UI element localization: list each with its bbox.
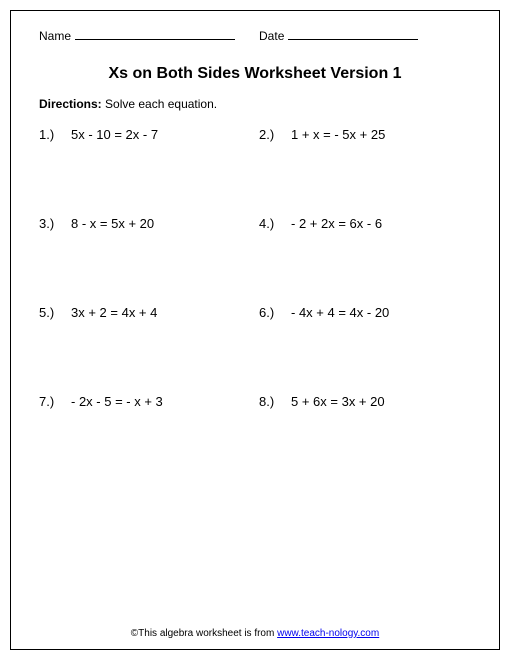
problem-equation: - 2 + 2x = 6x - 6: [291, 216, 382, 231]
problem-number: 4.): [259, 216, 281, 231]
problem-number: 3.): [39, 216, 61, 231]
problem-equation: 8 - x = 5x + 20: [71, 216, 154, 231]
name-blank-line: [75, 39, 235, 40]
date-field: Date: [259, 29, 418, 43]
name-label: Name: [39, 29, 71, 43]
problem-2: 2.) 1 + x = - 5x + 25: [259, 127, 471, 142]
problem-number: 5.): [39, 305, 61, 320]
problem-number: 1.): [39, 127, 61, 142]
problem-equation: 5x - 10 = 2x - 7: [71, 127, 158, 142]
problem-equation: 5 + 6x = 3x + 20: [291, 394, 385, 409]
name-field: Name: [39, 29, 235, 43]
problem-8: 8.) 5 + 6x = 3x + 20: [259, 394, 471, 409]
directions: Directions: Solve each equation.: [39, 97, 471, 111]
problem-4: 4.) - 2 + 2x = 6x - 6: [259, 216, 471, 231]
directions-label: Directions:: [39, 97, 102, 111]
problem-number: 6.): [259, 305, 281, 320]
problem-7: 7.) - 2x - 5 = - x + 3: [39, 394, 251, 409]
problem-equation: - 2x - 5 = - x + 3: [71, 394, 163, 409]
directions-text: Solve each equation.: [102, 97, 217, 111]
date-label: Date: [259, 29, 284, 43]
problem-6: 6.) - 4x + 4 = 4x - 20: [259, 305, 471, 320]
problem-equation: - 4x + 4 = 4x - 20: [291, 305, 389, 320]
header-row: Name Date: [39, 29, 471, 43]
problem-3: 3.) 8 - x = 5x + 20: [39, 216, 251, 231]
problem-number: 7.): [39, 394, 61, 409]
problem-number: 8.): [259, 394, 281, 409]
problems-grid: 1.) 5x - 10 = 2x - 7 2.) 1 + x = - 5x + …: [39, 127, 471, 409]
problem-1: 1.) 5x - 10 = 2x - 7: [39, 127, 251, 142]
problem-equation: 1 + x = - 5x + 25: [291, 127, 385, 142]
problem-5: 5.) 3x + 2 = 4x + 4: [39, 305, 251, 320]
date-blank-line: [288, 39, 418, 40]
footer: ©This algebra worksheet is from www.teac…: [11, 628, 499, 639]
footer-prefix: ©This algebra worksheet is from: [131, 628, 277, 639]
footer-link[interactable]: www.teach-nology.com: [277, 628, 379, 639]
problem-number: 2.): [259, 127, 281, 142]
problem-equation: 3x + 2 = 4x + 4: [71, 305, 157, 320]
worksheet-title: Xs on Both Sides Worksheet Version 1: [39, 65, 471, 83]
worksheet-page: Name Date Xs on Both Sides Worksheet Ver…: [10, 10, 500, 650]
